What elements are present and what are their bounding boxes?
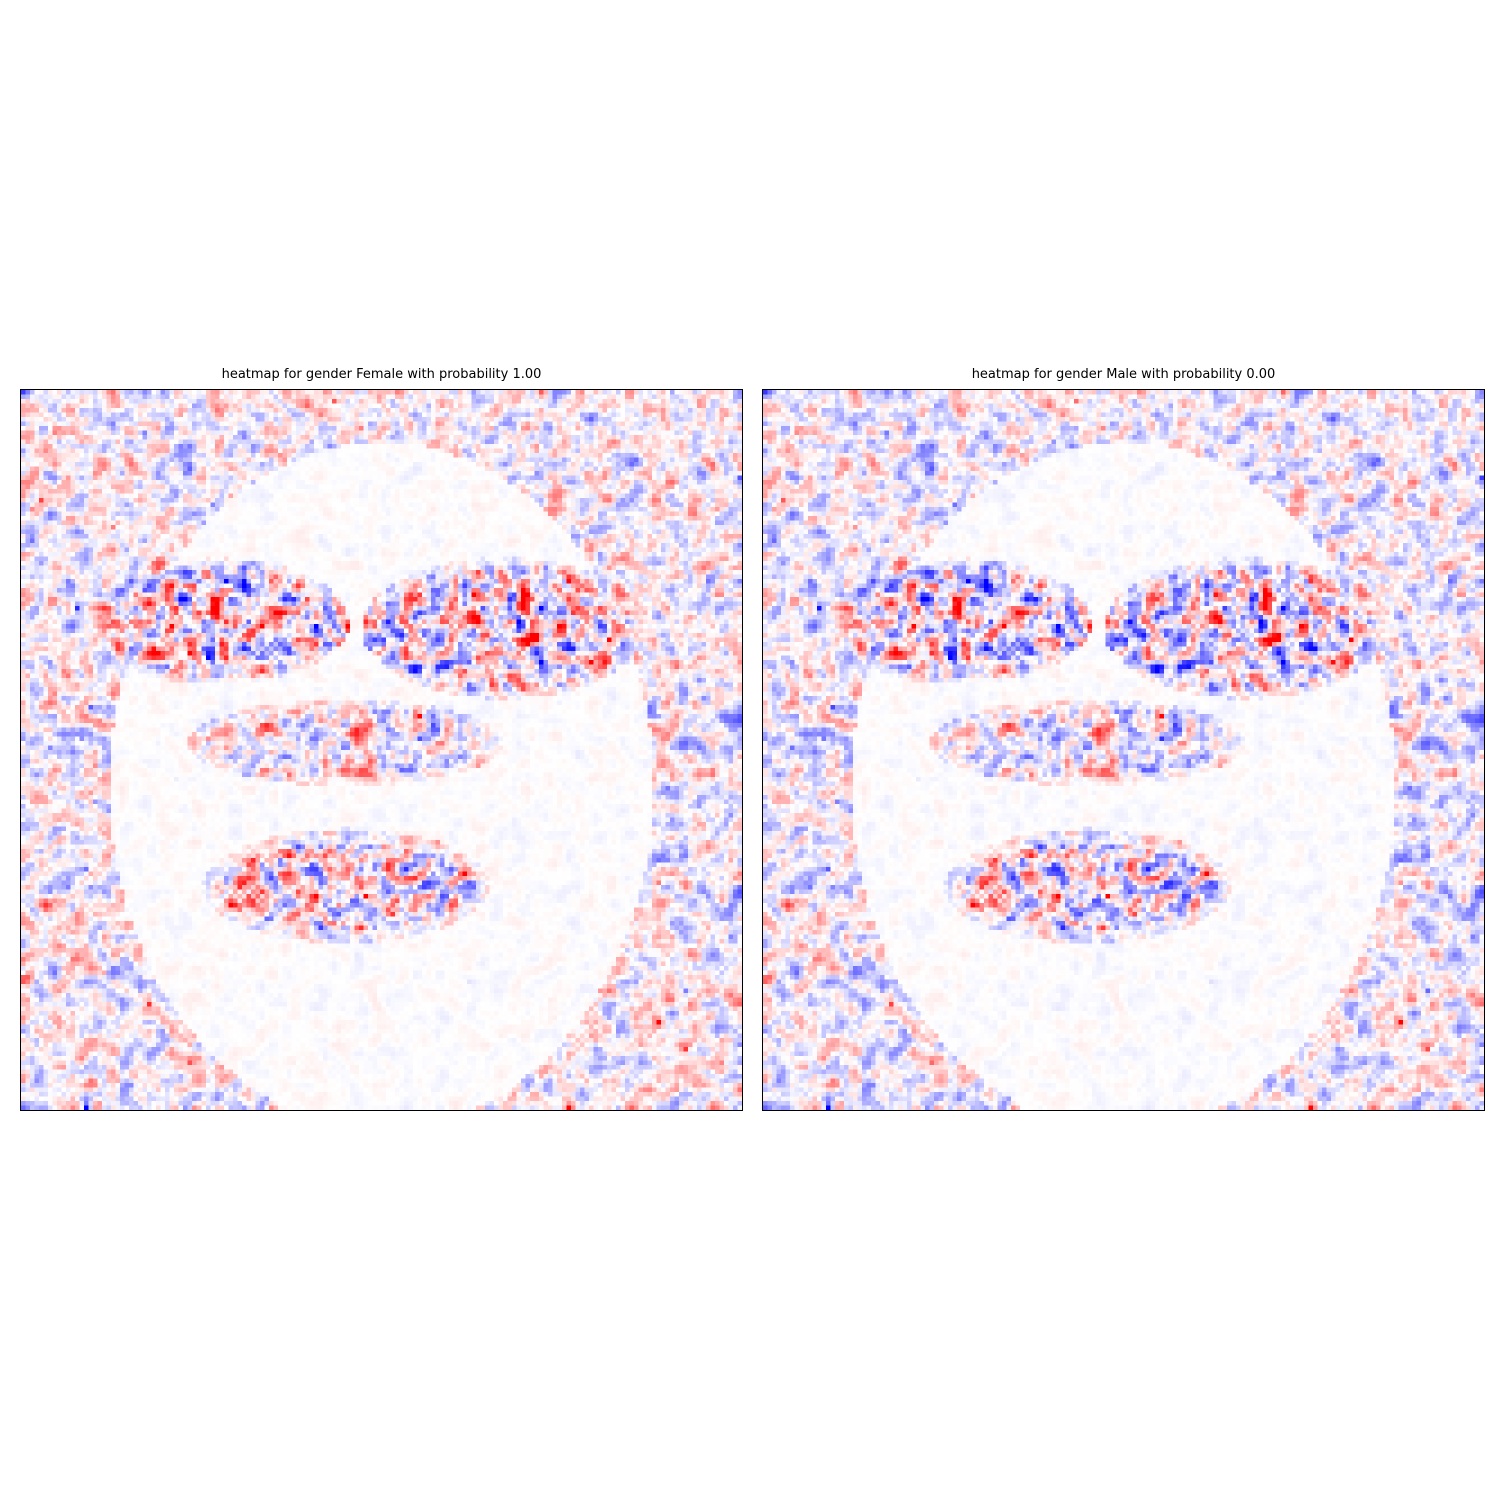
heatmap-female-canvas: [21, 390, 742, 1110]
chart-title-female: heatmap for gender Female with probabili…: [221, 367, 542, 382]
heatmap-male: [762, 389, 1485, 1111]
heatmap-female: [20, 389, 743, 1111]
heatmap-male-canvas: [763, 390, 1484, 1110]
chart-title-male: heatmap for gender Male with probability…: [971, 367, 1276, 382]
